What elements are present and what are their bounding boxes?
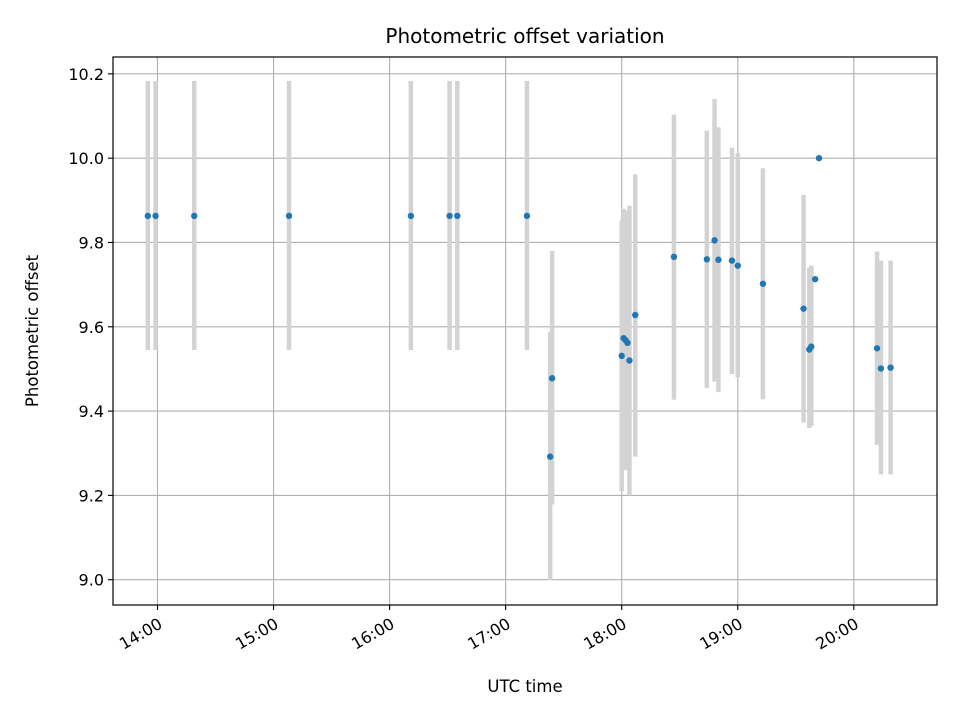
data-point-2 [191, 212, 198, 220]
point-layer [144, 154, 894, 460]
data-point-20 [728, 257, 736, 264]
data-point-28 [873, 345, 881, 352]
tick-layer: 14:00 15:00 16:00 17:00 18:00 19:00 20:009.09.… [68, 65, 861, 654]
y-tick-label-2: 9.4 [79, 402, 104, 421]
y-tick-label-3: 9.6 [79, 318, 104, 337]
chart-title: Photometric offset variation [385, 24, 664, 48]
y-axis-label: Photometric offset [23, 254, 42, 407]
data-point-16 [670, 253, 678, 261]
data-point-18 [711, 237, 718, 244]
y-tick-label-1: 9.2 [79, 486, 104, 505]
data-point-4 [407, 212, 415, 220]
x-axis-label: UTC time [487, 677, 562, 696]
data-point-10 [618, 352, 625, 360]
y-tick-label-6: 10.2 [68, 65, 104, 84]
data-point-8 [546, 453, 554, 460]
data-point-13 [624, 339, 631, 347]
data-point-7 [523, 212, 531, 220]
data-point-14 [626, 357, 633, 364]
data-point-17 [703, 256, 711, 263]
data-point-6 [454, 212, 461, 220]
data-point-15 [632, 311, 639, 319]
y-tick-label-0: 9.0 [79, 571, 104, 590]
data-point-3 [285, 212, 293, 220]
data-point-27 [815, 154, 823, 162]
data-point-25 [808, 343, 815, 350]
data-point-26 [811, 275, 819, 283]
data-point-5 [446, 212, 453, 220]
data-point-22 [759, 280, 767, 287]
data-point-0 [144, 212, 152, 220]
plot-frame [112, 56, 938, 606]
data-point-1 [152, 212, 159, 220]
data-point-23 [800, 305, 807, 312]
data-point-21 [734, 262, 741, 269]
data-point-30 [887, 364, 894, 371]
y-tick-label-4: 9.8 [79, 233, 104, 252]
data-point-19 [715, 256, 722, 263]
data-point-9 [548, 375, 556, 382]
y-tick-label-5: 10.0 [68, 149, 104, 168]
data-point-29 [877, 365, 885, 372]
